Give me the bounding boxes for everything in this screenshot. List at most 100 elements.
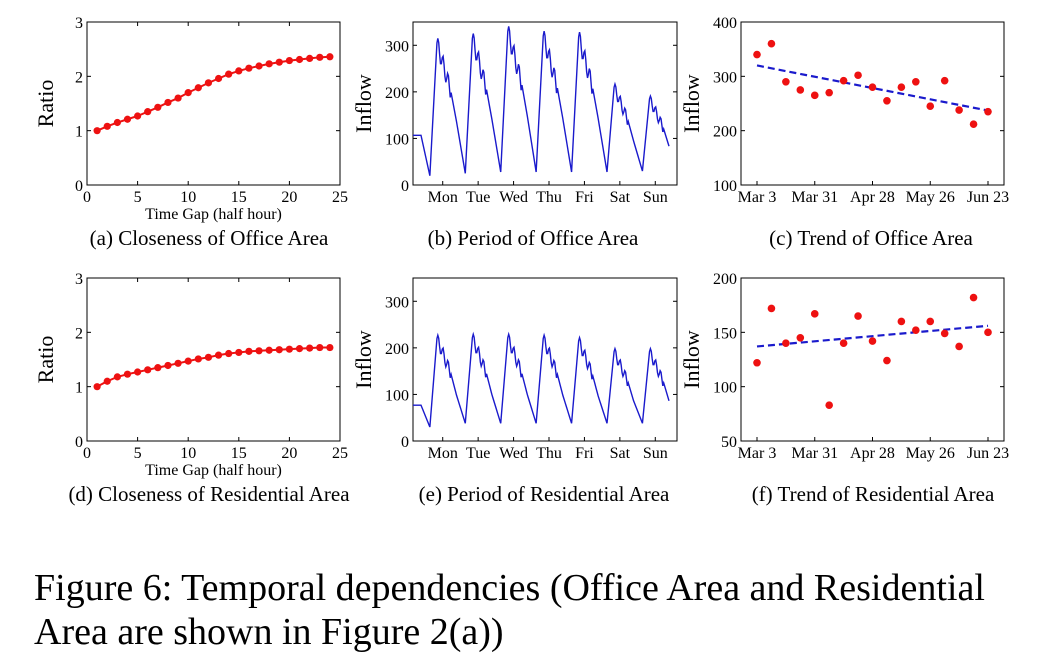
data-point [245,64,253,72]
data-point [235,67,243,75]
data-point [984,107,992,116]
data-point [912,77,920,86]
data-point [326,343,334,352]
x-tick-label: Mar 31 [791,445,838,462]
data-point [969,120,978,128]
x-tick-label: Sun [643,189,668,206]
data-point [306,344,314,352]
x-tick-label: Fri [575,189,594,206]
x-tick-label: Apr 28 [850,189,895,206]
data-point [883,356,891,365]
data-point [164,98,172,107]
x-tick-label: 15 [231,189,247,206]
data-point [235,348,243,357]
y-tick-label: 200 [385,341,409,358]
data-point [164,361,172,370]
x-tick-label: 25 [332,445,348,462]
series-line [96,55,330,132]
subplot-caption: (e) Period of Residential Area [419,482,670,506]
data-point [194,355,202,363]
data-point [926,102,935,111]
subplot-caption: (c) Trend of Office Area [769,226,973,250]
y-tick-label: 300 [385,38,409,55]
data-point [113,373,121,381]
y-tick-label: 50 [721,434,737,451]
y-tick-label: 1 [75,380,83,397]
series-line [413,26,670,176]
data-point [883,96,891,105]
x-tick-label: Sat [610,445,631,462]
trend-line [756,324,989,348]
plot-frame [412,277,678,442]
x-tick-label: Mon [428,189,458,206]
y-axis-label: Inflow [679,74,704,133]
chart-panel-b: 0 100 200 300 Inflow Mon Tue Wed Thu Fri Sat Sun (b)… [351,21,678,250]
data-point [753,50,761,59]
series-line [96,346,330,388]
chart-panel-f: 50 100 150 200 Inflow Mar 3 Mar 31 Apr 28 May 26… [679,271,1009,506]
series-line [413,331,670,428]
x-tick-label: 0 [83,189,91,206]
y-tick-label: 100 [713,178,737,195]
data-point [295,55,304,64]
data-point [123,115,132,123]
data-point [93,127,101,135]
data-point [796,333,805,342]
x-tick-label: Sun [643,445,668,462]
figure-caption: Figure 6: Temporal dependencies (Office … [34,567,985,653]
x-tick-label: Tue [466,189,490,206]
x-tick-label: Mar 3 [738,445,777,462]
data-point [810,91,819,100]
data-point [225,70,233,78]
chart-panel-e: 0 100 200 300 Inflow Mon Tue Wed Thu Fri Sat Sun (e)… [351,277,678,506]
data-point [854,71,862,80]
data-point [839,76,848,85]
y-axis-label: Inflow [351,74,376,133]
data-point [854,312,862,320]
x-tick-label: 15 [231,445,247,462]
data-point [113,118,121,127]
data-point [103,122,111,130]
x-tick-label: Sat [610,189,631,206]
x-tick-label: Tue [466,445,490,462]
data-point [285,345,293,353]
y-tick-label: 200 [713,124,737,141]
y-tick-label: 100 [713,380,737,397]
y-tick-label: 0 [75,434,83,451]
data-point [940,329,949,338]
trend-line [756,64,989,112]
data-point [969,293,978,302]
x-axis-label: Time Gap (half hour) [145,206,282,223]
data-point [245,347,253,355]
x-tick-label: 25 [332,189,348,206]
data-point [897,317,906,326]
x-tick-label: 0 [83,445,91,462]
data-point [316,343,324,352]
data-point [839,339,848,348]
y-axis-label: Ratio [33,336,58,384]
data-point [295,345,304,353]
data-point [144,366,152,374]
y-tick-label: 150 [713,325,737,342]
data-point [810,310,819,318]
subplot-caption: (f) Trend of Residential Area [752,482,995,506]
data-point [753,358,761,367]
data-point [285,56,293,65]
x-tick-label: Mar 3 [738,189,777,206]
data-point [134,112,142,120]
x-tick-label: May 26 [906,189,955,206]
data-point [868,83,877,91]
subplot-caption: (d) Closeness of Residential Area [68,482,350,506]
data-point [103,377,111,385]
data-point [194,84,202,92]
y-tick-label: 3 [75,15,83,32]
plot-frame [740,21,1005,186]
data-point [214,74,223,83]
chart-panel-a: 0 1 2 3 Ratio 0 5 10 15 20 25 Time Gap (half hour) (… [33,15,348,250]
plot-frame [86,277,341,442]
y-tick-label: 200 [713,271,737,288]
data-point [825,401,833,409]
data-point [984,328,992,337]
y-axis-label: Inflow [679,330,704,389]
x-tick-label: 20 [281,189,297,206]
